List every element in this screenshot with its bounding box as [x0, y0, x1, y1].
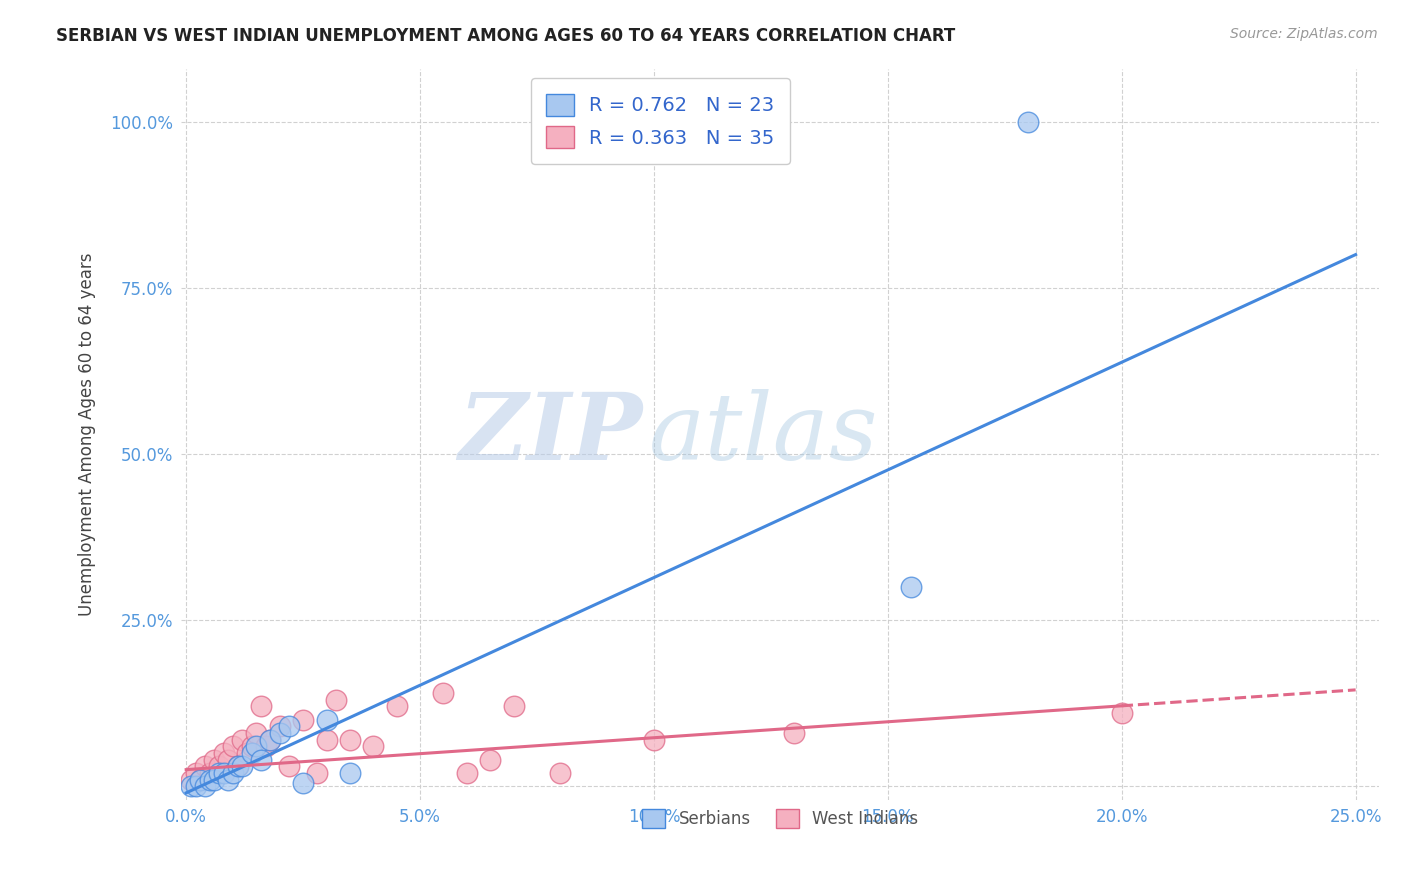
- Text: Source: ZipAtlas.com: Source: ZipAtlas.com: [1230, 27, 1378, 41]
- Legend: Serbians, West Indians: Serbians, West Indians: [636, 803, 925, 835]
- Point: [254, 739, 277, 754]
- Point: [315, 713, 337, 727]
- Point: [212, 746, 235, 760]
- Point: [385, 699, 408, 714]
- Point: [208, 759, 231, 773]
- Text: SERBIAN VS WEST INDIAN UNEMPLOYMENT AMONG AGES 60 TO 64 YEARS CORRELATION CHART: SERBIAN VS WEST INDIAN UNEMPLOYMENT AMON…: [56, 27, 956, 45]
- Point: [240, 746, 263, 760]
- Point: [456, 766, 478, 780]
- Point: [194, 759, 217, 773]
- Point: [339, 732, 361, 747]
- Point: [292, 713, 315, 727]
- Point: [222, 766, 245, 780]
- Point: [198, 766, 221, 780]
- Point: [259, 732, 281, 747]
- Point: [259, 732, 281, 747]
- Point: [502, 699, 524, 714]
- Point: [307, 766, 329, 780]
- Text: ZIP: ZIP: [458, 389, 643, 479]
- Point: [180, 779, 202, 793]
- Point: [269, 719, 291, 733]
- Point: [339, 766, 361, 780]
- Point: [245, 726, 267, 740]
- Point: [250, 699, 273, 714]
- Point: [198, 772, 221, 787]
- Point: [245, 739, 267, 754]
- Point: [325, 693, 347, 707]
- Point: [188, 772, 211, 787]
- Point: [212, 766, 235, 780]
- Point: [240, 739, 263, 754]
- Point: [231, 732, 253, 747]
- Text: atlas: atlas: [648, 389, 877, 479]
- Point: [180, 772, 202, 787]
- Point: [217, 772, 239, 787]
- Point: [432, 686, 454, 700]
- Point: [278, 719, 301, 733]
- Point: [1017, 114, 1039, 128]
- Point: [231, 759, 253, 773]
- Point: [292, 776, 315, 790]
- Point: [236, 746, 259, 760]
- Point: [184, 766, 207, 780]
- Point: [226, 759, 249, 773]
- Point: [222, 739, 245, 754]
- Point: [361, 739, 384, 754]
- Point: [783, 726, 806, 740]
- Point: [208, 766, 231, 780]
- Point: [188, 772, 211, 787]
- Point: [1111, 706, 1133, 720]
- Y-axis label: Unemployment Among Ages 60 to 64 years: Unemployment Among Ages 60 to 64 years: [79, 252, 96, 615]
- Point: [202, 753, 225, 767]
- Point: [269, 726, 291, 740]
- Point: [194, 779, 217, 793]
- Point: [550, 766, 572, 780]
- Point: [184, 779, 207, 793]
- Point: [278, 759, 301, 773]
- Point: [315, 732, 337, 747]
- Point: [202, 772, 225, 787]
- Point: [900, 580, 922, 594]
- Point: [226, 759, 249, 773]
- Point: [643, 732, 665, 747]
- Point: [217, 753, 239, 767]
- Point: [479, 753, 502, 767]
- Point: [250, 753, 273, 767]
